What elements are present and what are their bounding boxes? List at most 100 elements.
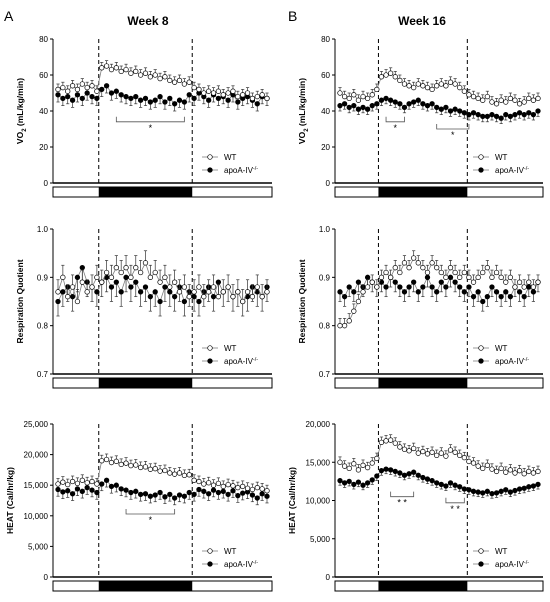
data-point-wt	[530, 284, 537, 290]
data-point-wt	[118, 68, 124, 75]
data-point-ko	[84, 90, 90, 96]
data-point-ko	[443, 483, 449, 489]
data-point-ko	[452, 106, 458, 112]
data-point-wt	[206, 88, 212, 94]
data-point-wt	[60, 479, 66, 485]
legend-marker-ko	[207, 561, 213, 567]
data-point-wt	[157, 468, 163, 474]
data-point-wt	[162, 467, 168, 474]
data-point-wt	[424, 451, 431, 457]
data-point-wt	[259, 486, 265, 492]
data-point-ko	[507, 489, 514, 495]
data-point-ko	[452, 279, 458, 285]
y-tick-label: 0.7	[37, 370, 49, 379]
chart-rq-week8: 0.7 0.8 0.9 1.0 Respiration Quotient WT apoA-I…	[15, 225, 273, 389]
y-tick-label: 60	[39, 71, 48, 80]
data-point-wt	[466, 274, 472, 280]
data-point-wt	[264, 95, 270, 102]
data-point-wt	[55, 289, 61, 295]
data-point-wt	[142, 70, 149, 76]
data-point-ko	[103, 83, 110, 89]
data-point-ko	[55, 298, 61, 305]
data-point-ko	[420, 474, 426, 481]
data-point-wt	[240, 92, 246, 98]
data-point-wt	[244, 90, 251, 96]
data-point-ko	[434, 289, 440, 295]
data-point-ko	[516, 289, 523, 295]
data-point-wt	[128, 70, 134, 76]
data-point-ko	[484, 113, 490, 120]
data-point-ko	[186, 489, 192, 496]
data-point-ko	[364, 274, 371, 280]
data-point-ko	[137, 289, 144, 295]
data-point-wt	[191, 289, 197, 295]
significance-bracket	[125, 508, 176, 515]
data-point-ko	[374, 473, 380, 479]
data-point-ko	[60, 289, 66, 295]
data-point-ko	[493, 490, 500, 496]
data-point-ko	[397, 470, 403, 476]
data-point-wt	[55, 86, 61, 93]
data-point-wt	[383, 72, 389, 78]
data-point-wt	[186, 294, 192, 300]
data-point-ko	[157, 298, 163, 305]
data-point-ko	[489, 111, 495, 118]
data-point-wt	[452, 269, 458, 276]
data-point-ko	[360, 104, 366, 111]
data-point-wt	[191, 477, 197, 483]
data-point-wt	[470, 279, 477, 285]
data-point-wt	[123, 66, 129, 73]
significance-marker: *	[393, 123, 397, 133]
data-point-wt	[74, 480, 81, 487]
data-point-wt	[383, 269, 389, 276]
data-point-ko	[191, 491, 197, 498]
data-point-wt	[401, 81, 408, 87]
data-point-ko	[84, 484, 90, 491]
data-point-ko	[392, 99, 398, 105]
y-tick-label: 15,000	[24, 481, 49, 490]
data-point-ko	[351, 289, 357, 295]
data-point-wt	[133, 462, 139, 468]
data-point-ko	[230, 488, 236, 494]
data-point-ko	[341, 101, 348, 107]
data-point-ko	[142, 491, 149, 497]
data-point-wt	[466, 92, 472, 98]
data-point-ko	[415, 289, 421, 295]
data-point-wt	[74, 298, 81, 305]
data-point-wt	[84, 84, 90, 91]
data-point-wt	[167, 470, 173, 476]
data-point-ko	[108, 483, 115, 490]
significance-bracket	[445, 497, 465, 504]
data-point-wt	[415, 450, 421, 456]
data-point-wt	[411, 445, 417, 452]
data-point-ko	[94, 489, 100, 496]
data-point-ko	[503, 289, 509, 295]
data-point-ko	[74, 486, 81, 492]
data-point-wt	[397, 269, 403, 276]
data-point-ko	[355, 479, 362, 485]
data-point-ko	[176, 97, 183, 103]
significance-marker: *	[451, 130, 455, 140]
data-point-wt	[392, 265, 398, 271]
data-point-wt	[133, 265, 139, 271]
data-point-ko	[254, 101, 260, 107]
data-point-ko	[360, 482, 366, 488]
data-point-wt	[374, 284, 380, 290]
data-point-wt	[489, 99, 495, 105]
data-point-ko	[133, 93, 139, 100]
data-point-ko	[406, 284, 412, 290]
data-point-wt	[69, 284, 76, 290]
legend-marker-wt	[478, 154, 484, 160]
y-tick-label: 20,000	[24, 451, 49, 460]
data-point-wt	[420, 83, 426, 89]
data-point-ko	[457, 284, 463, 290]
data-point-ko	[526, 284, 532, 290]
data-point-wt	[489, 466, 495, 472]
series-line-ko	[57, 266, 268, 303]
data-point-wt	[521, 99, 527, 105]
data-point-wt	[210, 284, 217, 290]
data-point-ko	[434, 480, 440, 486]
data-point-ko	[346, 104, 352, 111]
y-tick-label: 25,000	[24, 420, 49, 429]
